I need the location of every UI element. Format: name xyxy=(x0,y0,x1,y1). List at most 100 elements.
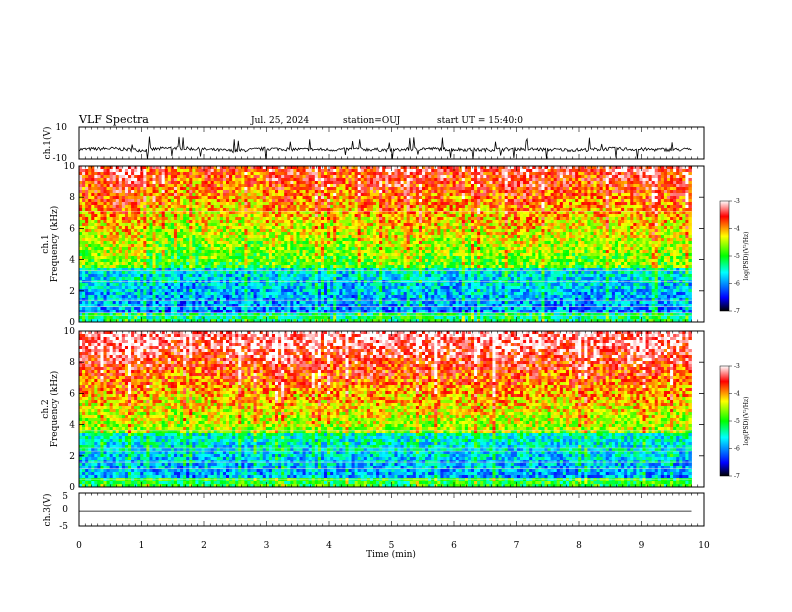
spectrogram-cell xyxy=(201,265,205,269)
spectrogram-cell xyxy=(177,313,181,317)
spectrogram-cell xyxy=(290,229,294,233)
spectrogram-cell xyxy=(244,238,248,242)
spectrogram-cell xyxy=(345,229,349,233)
spectrogram-cell xyxy=(360,274,365,278)
spectrogram-cell xyxy=(118,277,123,281)
spectrogram-cell xyxy=(82,301,86,305)
spectrogram-cell xyxy=(94,292,98,296)
spectrogram-cell xyxy=(180,229,184,233)
spectrogram-cell xyxy=(106,274,111,278)
spectrogram-cell xyxy=(336,298,340,302)
spectrogram-cell xyxy=(137,274,141,278)
spectrogram-cell xyxy=(100,181,104,185)
spectrogram-cell xyxy=(238,172,242,176)
spectrogram-cell xyxy=(369,181,374,185)
spectrogram-cell xyxy=(100,241,104,245)
spectrogram-cell xyxy=(268,268,273,272)
spectrogram-cell xyxy=(210,295,215,299)
spectrogram-cell xyxy=(339,301,343,305)
spectrogram-cell xyxy=(131,205,135,209)
spectrogram-cell xyxy=(241,229,245,233)
spectrogram-cell xyxy=(198,304,202,308)
spectrogram-cell xyxy=(241,274,245,278)
spectrogram-cell xyxy=(91,244,95,248)
spectrogram-cell xyxy=(232,175,236,179)
spectrogram-cell xyxy=(201,193,205,197)
spectrogram-cell xyxy=(207,307,212,311)
spectrogram-cell xyxy=(201,223,205,227)
spectrogram-cell xyxy=(158,295,163,299)
spectrogram-cell xyxy=(327,265,331,269)
spectrogram-cell xyxy=(103,265,107,269)
spectrogram-cell xyxy=(262,250,267,254)
spectrogram-cell xyxy=(109,214,114,218)
spectrogram-cell xyxy=(336,208,340,212)
spectrogram-cell xyxy=(357,217,362,221)
spectrogram-cell xyxy=(271,265,276,269)
spectrogram-cell xyxy=(161,268,166,272)
spectrogram-cell xyxy=(333,187,337,191)
spectrogram-cell xyxy=(85,229,89,233)
spectrogram-cell xyxy=(94,289,98,293)
spectrogram-cell xyxy=(177,241,181,245)
spectrogram-cell xyxy=(339,250,343,254)
spectrogram-cell xyxy=(91,286,95,290)
spectrogram-cell xyxy=(198,316,202,320)
spectrogram-cell xyxy=(360,265,365,269)
spectrogram-cell xyxy=(366,268,371,272)
spectrogram-cell xyxy=(308,271,313,275)
spectrogram-cell xyxy=(250,283,254,287)
spectrogram-cell xyxy=(85,319,89,323)
spectrogram-cell xyxy=(305,166,310,170)
spectrogram-cell xyxy=(164,190,169,194)
spectrogram-cell xyxy=(302,241,307,245)
spectrogram-cell xyxy=(241,244,245,248)
spectrogram-cell xyxy=(91,235,95,239)
spectrogram-cell xyxy=(158,316,163,320)
spectrogram-cell xyxy=(345,220,349,224)
spectrogram-cell xyxy=(112,217,117,221)
spectrogram-cell xyxy=(115,304,120,308)
spectrogram-cell xyxy=(177,181,181,185)
spectrogram-cell xyxy=(161,223,166,227)
spectrogram-cell xyxy=(198,259,202,263)
spectrogram-cell xyxy=(259,196,264,200)
spectrogram-cell xyxy=(88,253,92,257)
spectrogram-cell xyxy=(201,274,205,278)
spectrogram-cell xyxy=(284,313,288,317)
spectrogram-cell xyxy=(290,169,294,173)
spectrogram-cell xyxy=(281,304,285,308)
spectrogram-cell xyxy=(320,175,325,179)
spectrogram-cell xyxy=(305,196,310,200)
spectrogram-cell xyxy=(363,289,368,293)
spectrogram-cell xyxy=(351,193,356,197)
spectrogram-cell xyxy=(333,274,337,278)
spectrogram-cell xyxy=(207,172,212,176)
spectrogram-cell xyxy=(238,214,242,218)
spectrogram-cell xyxy=(164,226,169,230)
spectrogram-cell xyxy=(311,205,316,209)
spectrogram-cell xyxy=(229,217,233,221)
spectrogram-cell xyxy=(244,301,248,305)
spectrogram-cell xyxy=(327,286,331,290)
spectrogram-cell xyxy=(85,313,89,317)
spectrogram-cell xyxy=(278,211,282,215)
spectrogram-cell xyxy=(213,271,218,275)
spectrogram-cell xyxy=(342,175,346,179)
spectrogram-cell xyxy=(85,214,89,218)
spectrogram-cell xyxy=(314,205,319,209)
spectrogram-cell xyxy=(320,199,325,203)
spectrogram-cell xyxy=(131,304,135,308)
spectrogram-cell xyxy=(247,205,251,209)
spectrogram-cell xyxy=(170,301,175,305)
spectrogram-cell xyxy=(146,262,150,266)
spectrogram-cell xyxy=(284,259,288,263)
spectrogram-cell xyxy=(149,247,153,251)
spectrogram-cell xyxy=(314,286,319,290)
spectrogram-cell xyxy=(235,310,239,314)
spectrogram-cell xyxy=(173,229,178,233)
spectrogram-cell xyxy=(85,175,89,179)
spectrogram-cell xyxy=(186,220,190,224)
spectrogram-cell xyxy=(79,301,83,305)
spectrogram-cell xyxy=(100,247,104,251)
